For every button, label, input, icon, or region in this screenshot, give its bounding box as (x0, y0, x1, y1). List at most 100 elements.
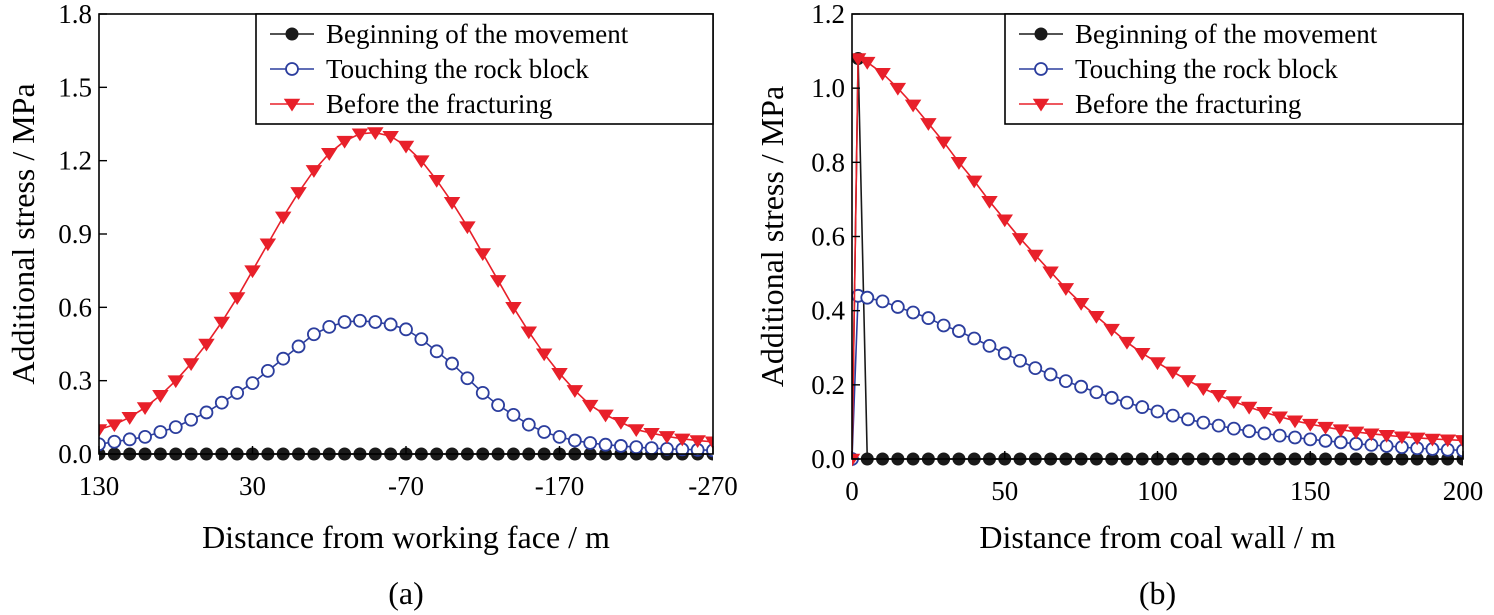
data-point (107, 434, 122, 449)
legend-item: Before the fracturing (270, 89, 552, 119)
data-point (353, 313, 367, 328)
data-point (889, 82, 907, 96)
data-point (1240, 401, 1258, 415)
series-1 (99, 313, 713, 458)
legend-label: Beginning of the movement (1075, 19, 1378, 49)
data-point (629, 440, 644, 455)
data-point (1058, 374, 1073, 389)
x-tick-label: 50 (991, 476, 1018, 506)
data-point (982, 338, 997, 353)
data-point (537, 425, 552, 439)
data-point (276, 351, 291, 366)
data-point (906, 305, 920, 320)
series-1 (852, 288, 1463, 466)
data-point (367, 127, 384, 141)
data-point (1272, 428, 1287, 443)
data-point (612, 416, 630, 430)
data-point (1393, 431, 1411, 445)
x-tick-label: 150 (1290, 476, 1331, 506)
data-point (321, 148, 338, 161)
data-point (167, 375, 184, 389)
data-point (521, 417, 536, 432)
data-point (860, 290, 875, 305)
data-point (936, 318, 951, 333)
y-tick-label: 1.0 (811, 73, 845, 103)
data-point (230, 385, 245, 400)
data-point (1333, 435, 1348, 450)
data-point (614, 439, 628, 453)
data-point (506, 407, 521, 422)
data-point (351, 128, 369, 142)
data-point (1074, 379, 1089, 394)
data-point (1011, 233, 1029, 246)
y-tick-label: 0.4 (811, 296, 845, 326)
data-point (491, 398, 506, 413)
data-point (214, 395, 229, 410)
data-point (1103, 323, 1120, 337)
x-tick-label: -270 (688, 471, 738, 501)
legend-box (1004, 13, 1464, 125)
data-point (997, 346, 1012, 361)
data-point (1043, 367, 1058, 382)
data-point (336, 135, 353, 149)
data-point (1424, 433, 1441, 447)
x-axis-label: Distance from coal wall / m (979, 519, 1335, 555)
data-point (475, 385, 490, 400)
data-point (228, 292, 246, 306)
data-point (306, 327, 321, 342)
data-point (551, 368, 568, 381)
data-point (213, 316, 231, 330)
y-tick-label: 0.8 (811, 147, 845, 177)
data-point (1408, 432, 1426, 446)
data-point (1349, 436, 1363, 451)
data-point (1256, 406, 1273, 420)
y-tick-label: 0.2 (811, 370, 845, 400)
data-point (1057, 283, 1075, 296)
data-point (996, 214, 1013, 228)
data-point (1133, 348, 1151, 361)
x-axis-label: Distance from working face / m (202, 519, 610, 555)
data-point (658, 431, 676, 444)
data-point (1225, 396, 1243, 410)
legend-label: Touching the rock block (1075, 54, 1338, 84)
data-point (443, 196, 461, 210)
data-point (1288, 430, 1302, 445)
legend: Beginning of the movement Touching the ro… (1004, 13, 1464, 125)
data-point (182, 358, 200, 372)
data-point (305, 165, 323, 178)
data-point (950, 157, 968, 170)
data-point (1347, 426, 1365, 440)
panel-label: (b) (1139, 575, 1176, 611)
data-point (1028, 361, 1043, 376)
data-point (99, 437, 106, 452)
data-point (660, 441, 674, 456)
legend: Beginning of the movement Touching the ro… (255, 13, 714, 125)
data-point (1149, 357, 1166, 371)
data-point (322, 319, 337, 334)
data-point (244, 265, 261, 279)
data-point (581, 399, 599, 413)
data-point (1378, 429, 1395, 443)
data-point (567, 433, 582, 448)
data-point (505, 302, 522, 315)
plot-area (99, 127, 713, 461)
data-point (445, 356, 459, 371)
data-point (397, 140, 415, 154)
data-point (1027, 249, 1044, 263)
y-tick-label: 1.5 (58, 72, 92, 102)
data-point (1165, 408, 1180, 423)
x-tick-label: 30 (239, 471, 266, 501)
data-point (1302, 418, 1319, 432)
data-point (1135, 400, 1150, 414)
chart-panel-b: 0.0 0.2 0.4 0.6 0.8 1.0 1.2 0 50 100 150 200 Distanc… (754, 0, 1483, 611)
panel-label: (a) (388, 575, 424, 611)
data-point (1196, 415, 1211, 430)
chart-panel-a: 0.0 0.3 0.6 0.9 1.2 1.5 1.8 130 30 -70 -170 -270 Dis… (5, 0, 738, 611)
data-point (106, 419, 123, 433)
data-point (291, 339, 306, 354)
y-tick-label: 1.8 (58, 0, 92, 29)
data-point (414, 332, 429, 347)
data-point (1089, 385, 1104, 400)
data-point (138, 429, 152, 444)
